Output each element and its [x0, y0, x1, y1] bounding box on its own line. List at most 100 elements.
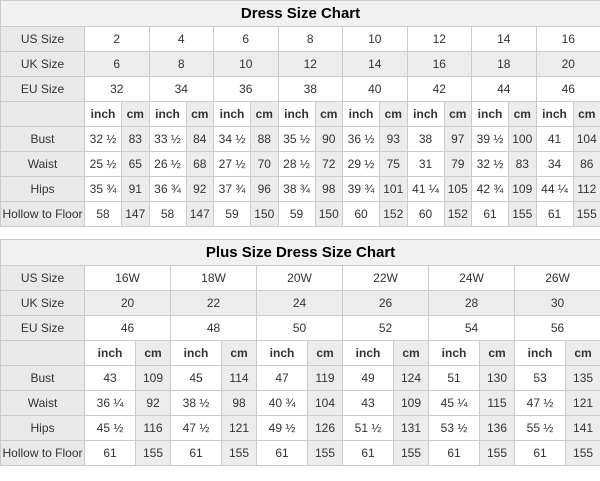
inch-header-cell: inch [514, 340, 566, 366]
inch-header-cell: inch [256, 340, 308, 366]
measure-row-waist: Waist 25 ½ 65 26 ½ 68 27 ½ 70 28 ½ 72 29 ½ 75 31 79 3… [0, 151, 600, 177]
cm-value-cell: 83 [121, 126, 150, 152]
inch-value-cell: 41 ¼ [406, 176, 445, 202]
size-value-cell: 30 [513, 290, 600, 316]
cm-value-cell: 68 [185, 151, 214, 177]
size-value-cell: 44 [471, 76, 537, 102]
cm-value-cell: 88 [250, 126, 279, 152]
inch-value-cell: 58 [148, 201, 187, 227]
table-title-row: Dress Size Chart [0, 0, 600, 27]
cm-header-cell: cm [314, 101, 343, 127]
cm-header-cell: cm [443, 101, 472, 127]
cm-value-cell: 92 [185, 176, 214, 202]
size-row-uk-size: UK Size 6 8 10 12 14 16 18 20 [0, 51, 600, 77]
cm-value-cell: 119 [307, 365, 343, 391]
size-value-cell: 48 [170, 315, 257, 341]
cm-value-cell: 155 [479, 440, 515, 466]
row-label-cell: Hollow to Floor [0, 201, 85, 227]
inch-value-cell: 61 [84, 440, 136, 466]
inch-value-cell: 29 ½ [342, 151, 380, 177]
inch-value-cell: 61 [471, 201, 509, 227]
measure-row-bust: Bust 43 109 45 114 47 119 49 124 51 130 53 135 [0, 365, 600, 391]
unit-header-corner-cell [0, 340, 85, 366]
measure-row-hips: Hips 45 ½ 116 47 ½ 121 49 ½ 126 51 ½ 131 53 ½ 136 5… [0, 415, 600, 441]
inch-value-cell: 37 ¾ [213, 176, 251, 202]
table-title-row: Plus Size Dress Size Chart [0, 239, 600, 266]
size-value-cell: 6 [213, 26, 279, 52]
size-value-cell: 20W [256, 265, 343, 291]
cm-value-cell: 90 [314, 126, 343, 152]
size-value-cell: 26W [513, 265, 600, 291]
cm-value-cell: 83 [508, 151, 537, 177]
size-value-cell: 40 [342, 76, 408, 102]
cm-value-cell: 150 [250, 201, 279, 227]
size-value-cell: 10 [213, 51, 279, 77]
inch-header-cell: inch [471, 101, 509, 127]
size-value-cell: 4 [148, 26, 214, 52]
cm-value-cell: 155 [393, 440, 429, 466]
size-row-eu-size: EU Size 32 34 36 38 40 42 44 46 [0, 76, 600, 102]
size-value-cell: 32 [84, 76, 150, 102]
size-value-cell: 24 [256, 290, 343, 316]
inch-value-cell: 45 ¼ [428, 390, 480, 416]
size-value-cell: 56 [513, 315, 600, 341]
size-value-cell: 36 [213, 76, 279, 102]
size-value-cell: 38 [277, 76, 343, 102]
inch-value-cell: 61 [535, 201, 574, 227]
inch-value-cell: 43 [342, 390, 394, 416]
cm-header-cell: cm [393, 340, 429, 366]
inch-header-cell: inch [84, 340, 136, 366]
cm-value-cell: 100 [508, 126, 537, 152]
size-value-cell: 28 [428, 290, 515, 316]
row-label-cell: UK Size [0, 290, 85, 316]
inch-header-cell: inch [213, 101, 251, 127]
row-label-cell: US Size [0, 265, 85, 291]
inch-header-cell: inch [428, 340, 480, 366]
dress-size-chart-table: Dress Size Chart US Size 2 4 6 8 10 12 14 16 UK Si… [0, 0, 600, 227]
size-value-cell: 12 [277, 51, 343, 77]
inch-value-cell: 61 [256, 440, 308, 466]
row-label-cell: Bust [0, 126, 85, 152]
size-row-uk-size: UK Size 20 22 24 26 28 30 [0, 290, 600, 316]
size-value-cell: 52 [342, 315, 429, 341]
size-value-cell: 8 [148, 51, 214, 77]
inch-value-cell: 39 ¾ [342, 176, 380, 202]
inch-header-cell: inch [342, 101, 380, 127]
cm-value-cell: 97 [443, 126, 472, 152]
inch-value-cell: 59 [277, 201, 316, 227]
row-label-cell: EU Size [0, 315, 85, 341]
inch-value-cell: 47 [256, 365, 308, 391]
cm-value-cell: 155 [572, 201, 600, 227]
cm-value-cell: 135 [564, 365, 600, 391]
cm-value-cell: 91 [121, 176, 150, 202]
inch-value-cell: 35 ¾ [84, 176, 122, 202]
inch-value-cell: 60 [342, 201, 380, 227]
row-label-cell: Waist [0, 151, 85, 177]
inch-value-cell: 34 [535, 151, 574, 177]
size-value-cell: 42 [406, 76, 472, 102]
cm-header-cell: cm [508, 101, 537, 127]
size-value-cell: 46 [535, 76, 600, 102]
size-value-cell: 34 [148, 76, 214, 102]
cm-value-cell: 98 [221, 390, 257, 416]
plus-size-dress-size-chart-table: Plus Size Dress Size Chart US Size 16W 18W 2… [0, 239, 600, 466]
size-value-cell: 14 [342, 51, 408, 77]
cm-value-cell: 147 [185, 201, 214, 227]
inch-value-cell: 61 [170, 440, 222, 466]
table-title: Plus Size Dress Size Chart [0, 239, 600, 266]
cm-header-cell: cm [121, 101, 150, 127]
inch-value-cell: 45 ½ [84, 415, 136, 441]
cm-value-cell: 124 [393, 365, 429, 391]
cm-value-cell: 92 [135, 390, 171, 416]
inch-value-cell: 44 ¼ [535, 176, 574, 202]
size-value-cell: 22 [170, 290, 257, 316]
cm-header-cell: cm [572, 101, 600, 127]
inch-value-cell: 51 ½ [342, 415, 394, 441]
cm-value-cell: 109 [393, 390, 429, 416]
size-value-cell: 16 [406, 51, 472, 77]
cm-value-cell: 136 [479, 415, 515, 441]
cm-value-cell: 130 [479, 365, 515, 391]
cm-value-cell: 155 [307, 440, 343, 466]
inch-value-cell: 49 ½ [256, 415, 308, 441]
